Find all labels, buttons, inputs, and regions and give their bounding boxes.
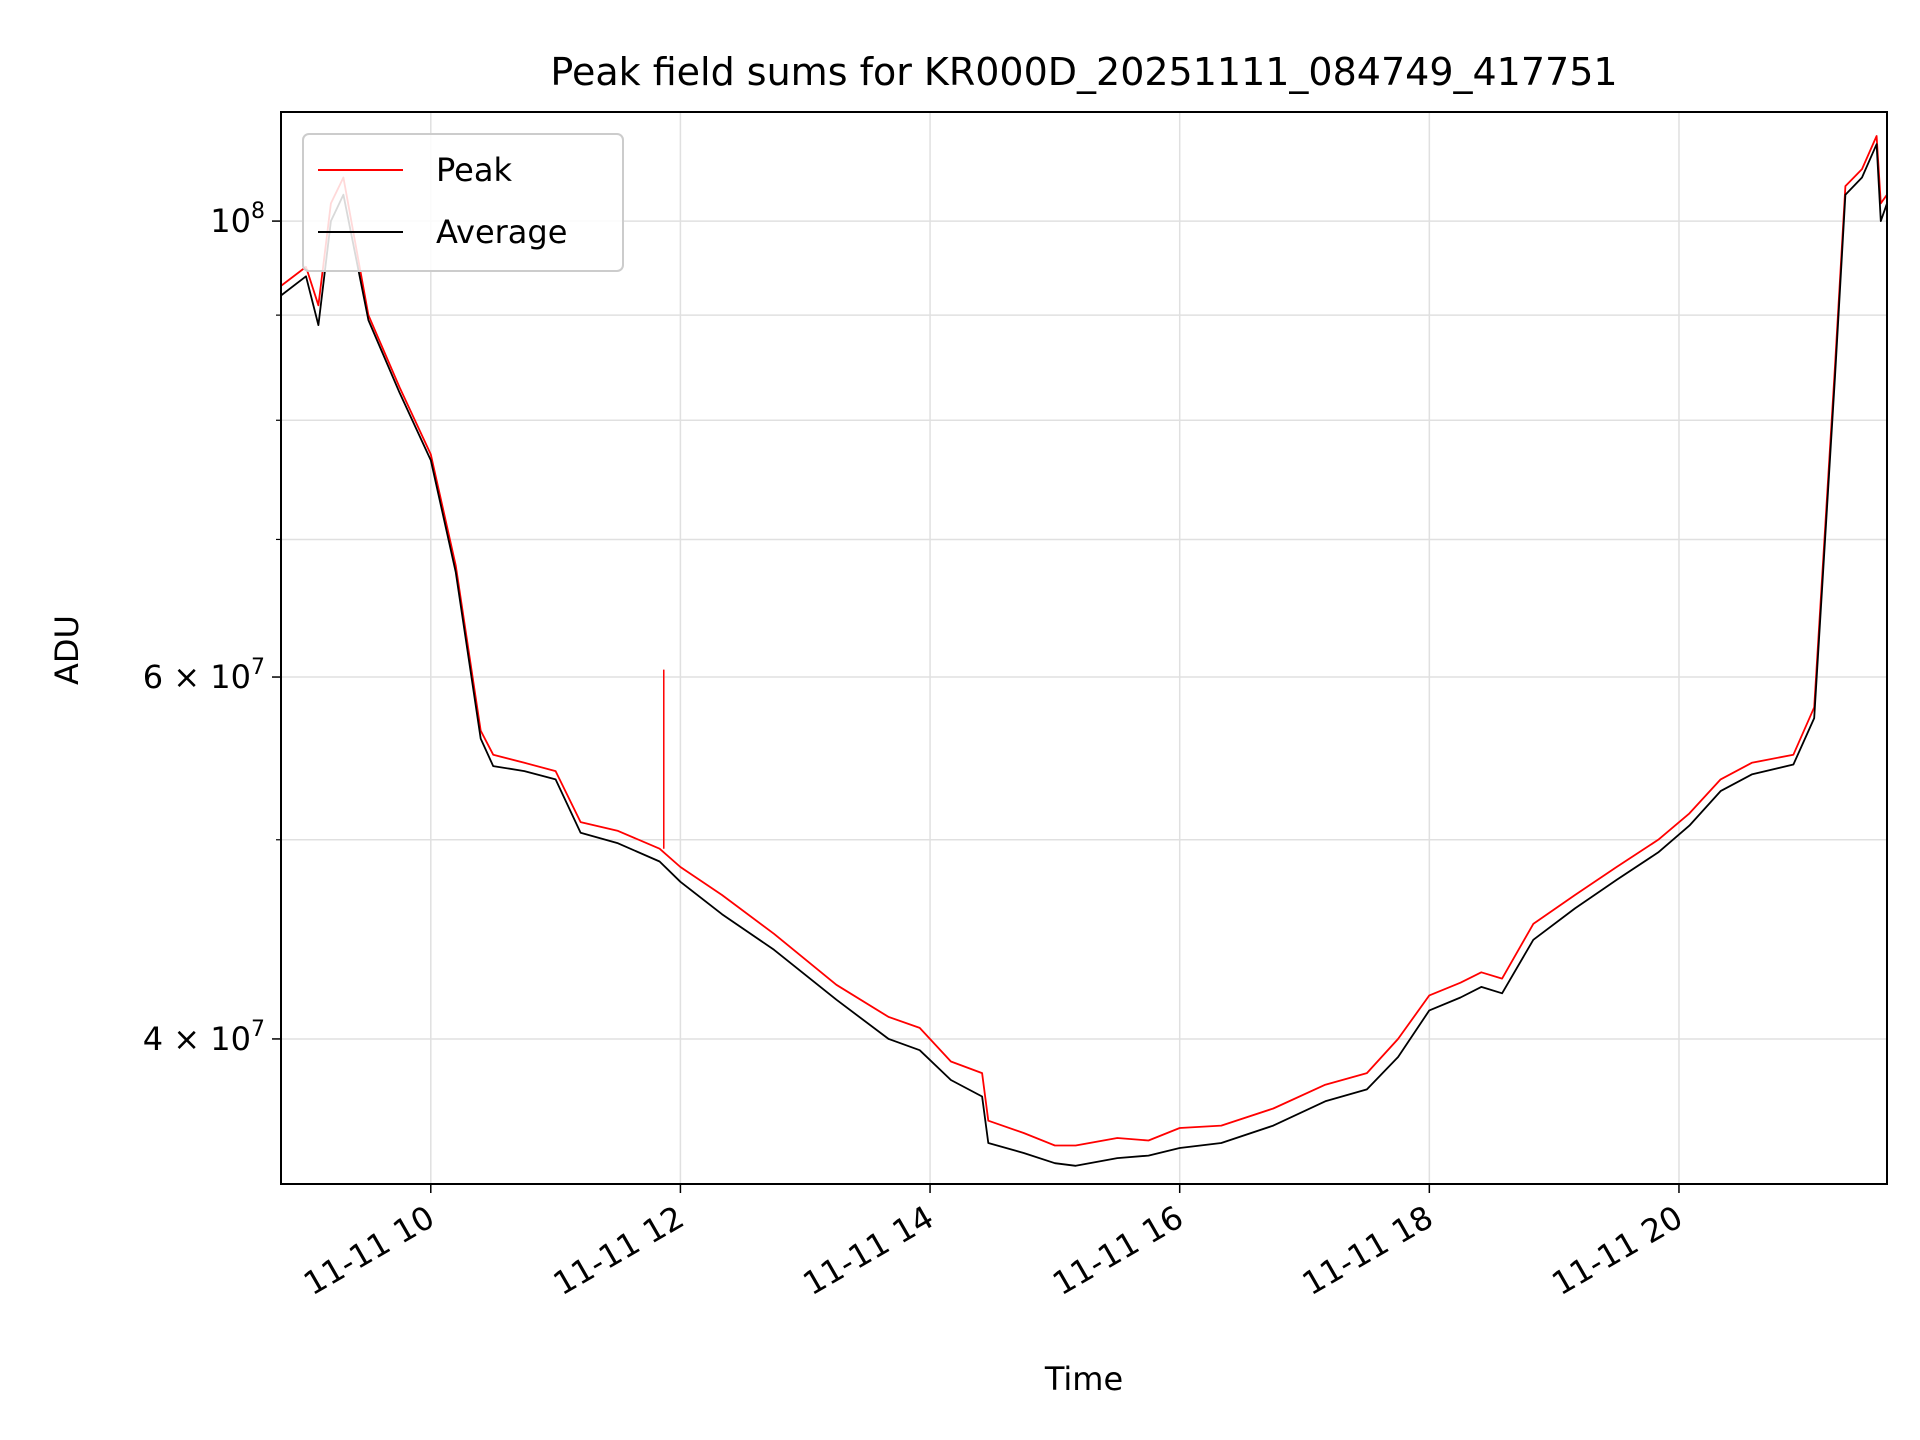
legend-peak-label: Peak: [436, 151, 512, 189]
chart-title: Peak field sums for KR000D_20251111_0847…: [550, 50, 1617, 94]
legend-average-label: Average: [436, 213, 567, 251]
plot-series: [280, 135, 1888, 1167]
series-line-peak: [280, 135, 1888, 1147]
legend-box: [302, 133, 624, 272]
y-tick-label: 6 × 107: [143, 655, 265, 696]
y-tick-label: 4 × 107: [143, 1017, 265, 1058]
plot-frame: [280, 111, 1888, 1185]
grid: [281, 112, 1887, 1184]
x-axis-label: Time: [1044, 1360, 1123, 1398]
series-line-average: [280, 143, 1888, 1167]
legend: Peak Average: [302, 133, 624, 272]
y-axis-label: ADU: [48, 615, 86, 685]
